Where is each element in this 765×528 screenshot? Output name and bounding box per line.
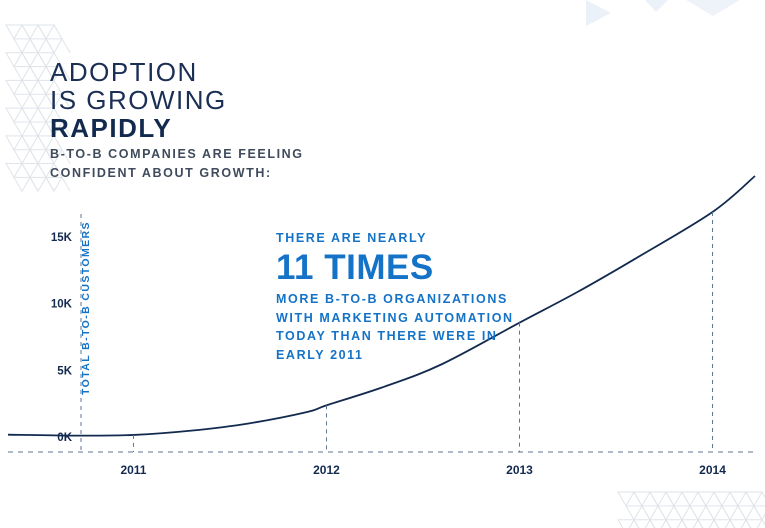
triangle-accent-top-right — [586, 0, 700, 26]
triangle-pattern-cell — [37, 134, 63, 151]
growth-curve-line — [7, 175, 756, 437]
subtitle: B-TO-B COMPANIES ARE FEELING CONFIDENT A… — [50, 147, 304, 180]
triangle-pattern-cell — [45, 65, 71, 82]
x-tick-label: 2014 — [699, 463, 726, 477]
triangle-pattern-cell — [45, 176, 71, 193]
chart-marks — [7, 175, 756, 452]
triangle-pattern-cell — [753, 505, 765, 521]
x-tick-label: 2012 — [313, 463, 340, 477]
y-tick-label: 0K — [57, 432, 72, 444]
triangle-pattern-cell — [45, 120, 71, 137]
callout-post-text: MORE B-TO-B ORGANIZATIONS WITH MARKETING… — [276, 292, 514, 362]
triangle-pattern-background — [5, 0, 765, 528]
triangle-accent-top-right — [686, 0, 740, 16]
triangle-pattern-cell — [37, 107, 63, 123]
triangle-pattern-cell — [745, 491, 765, 507]
triangle-pattern-cell — [745, 518, 765, 528]
triangle-pattern-cell — [45, 148, 71, 165]
callout-annotation: THERE ARE NEARLY 11 TIMES MORE B-TO-B OR… — [276, 230, 514, 364]
chart-axes — [8, 214, 757, 453]
chart-tick-labels: 0K 5K 10K 15K 2011 2012 2013 2014 — [51, 232, 726, 477]
x-tick-label: 2011 — [120, 463, 146, 477]
triangle-pattern-cell — [37, 79, 63, 96]
page-title: ADOPTION IS GROWING RAPIDLY — [50, 58, 227, 142]
triangle-pattern-cell — [37, 162, 63, 179]
title-line-2: IS GROWING — [50, 85, 227, 115]
triangle-pattern-cell — [45, 93, 71, 110]
title-line-1: ADOPTION — [50, 57, 198, 87]
triangle-pattern-cell — [37, 51, 63, 68]
triangle-pattern-cell — [45, 37, 71, 54]
y-tick-label: 15K — [51, 232, 73, 244]
callout-big-number: 11 TIMES — [276, 248, 434, 287]
y-tick-label: 5K — [57, 365, 72, 377]
callout-pre-text: THERE ARE NEARLY — [276, 231, 428, 245]
y-tick-label: 10K — [51, 299, 73, 311]
y-axis-label: TOTAL B-TO-B CUSTOMERS — [80, 221, 92, 395]
triangle-pattern-cell — [37, 24, 63, 40]
title-line-3: RAPIDLY — [50, 113, 173, 143]
x-tick-label: 2013 — [506, 463, 533, 477]
